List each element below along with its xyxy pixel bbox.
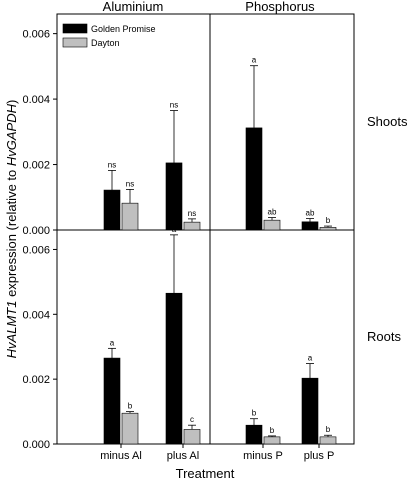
bar-shoots-golden-promise-plus-p [301,221,319,231]
legend: Golden Promise Dayton [62,23,156,48]
bar-shoots-dayton-minus-p [263,219,281,231]
y-tick-label-shoots-1: 0.002 [22,160,50,172]
y-tick-label-shoots-0: 0.000 [22,225,50,237]
column-title-phosphorus: Phosphorus [245,0,315,14]
significance-label-roots-golden-promise-minus-al: a [110,338,115,347]
bar-roots-golden-promise-minus-p [245,424,263,445]
bar-roots-dayton-minus-al [121,412,139,445]
significance-label-roots-dayton-plus-p: b [326,425,331,434]
bar-roots-golden-promise-plus-al [165,292,183,445]
bar-shoots-dayton-minus-al [121,202,139,231]
legend-label-golden-promise: Golden Promise [91,24,156,34]
y-tick-label-roots-3: 0.006 [22,244,50,256]
significance-label-shoots-golden-promise-plus-p: ab [306,209,315,218]
significance-label-roots-dayton-plus-al: c [190,415,194,424]
significance-label-roots-golden-promise-plus-al: a [172,225,177,234]
y-tick-label-roots-0: 0.000 [22,439,50,451]
column-title-aluminium: Aluminium [103,0,164,14]
bar-roots-golden-promise-plus-p [301,377,319,445]
bar-shoots-golden-promise-minus-al [103,189,121,231]
bar-shoots-golden-promise-plus-al [165,162,183,231]
significance-label-roots-golden-promise-plus-p: a [308,354,313,363]
bar-shoots-dayton-plus-al [183,221,201,231]
significance-label-shoots-dayton-plus-p: b [326,216,331,225]
legend-swatch-dayton [62,37,88,48]
x-tick-label-plus-al: plus Al [167,450,199,462]
bar-shoots-dayton-plus-p [319,227,337,231]
y-axis-label: HvALMT1 expression (relative to HvGAPDH) [4,100,19,359]
y-tick-label-roots-1: 0.002 [22,374,50,386]
y-tick-label-shoots-3: 0.006 [22,29,50,41]
x-tick-label-minus-p: minus P [243,450,283,462]
y-tick-label-shoots-2: 0.004 [22,94,50,106]
row-title-shoots: Shoots [367,114,408,129]
bar-shoots-golden-promise-minus-p [245,127,263,231]
x-tick-label-plus-p: plus P [304,450,335,462]
significance-label-shoots-golden-promise-plus-al: ns [170,101,178,110]
y-axis-label-gene: HvALMT1 [4,301,19,359]
bar-roots-dayton-minus-p [263,436,281,445]
significance-label-shoots-dayton-minus-al: ns [126,179,134,188]
x-axis-label: Treatment [176,466,235,481]
x-tick-label-minus-al: minus Al [100,450,142,462]
y-tick-label-roots-2: 0.004 [22,309,50,321]
legend-swatch-golden-promise [62,23,88,34]
significance-label-shoots-dayton-minus-p: ab [268,208,277,217]
significance-label-shoots-golden-promise-minus-al: ns [108,160,116,169]
y-axis-label-reference: HvGAPDH [4,103,19,166]
plot-frame [56,13,355,445]
significance-label-shoots-dayton-plus-al: ns [188,209,196,218]
significance-label-roots-dayton-minus-p: b [270,426,275,435]
significance-label-roots-dayton-minus-al: b [128,402,133,411]
legend-label-dayton: Dayton [91,38,120,48]
bar-roots-dayton-plus-p [319,436,337,445]
bar-roots-dayton-plus-al [183,429,201,445]
row-title-roots: Roots [367,329,401,344]
bar-roots-golden-promise-minus-al [103,357,121,445]
significance-label-shoots-golden-promise-minus-p: a [252,56,257,65]
significance-label-roots-golden-promise-minus-p: b [252,409,257,418]
